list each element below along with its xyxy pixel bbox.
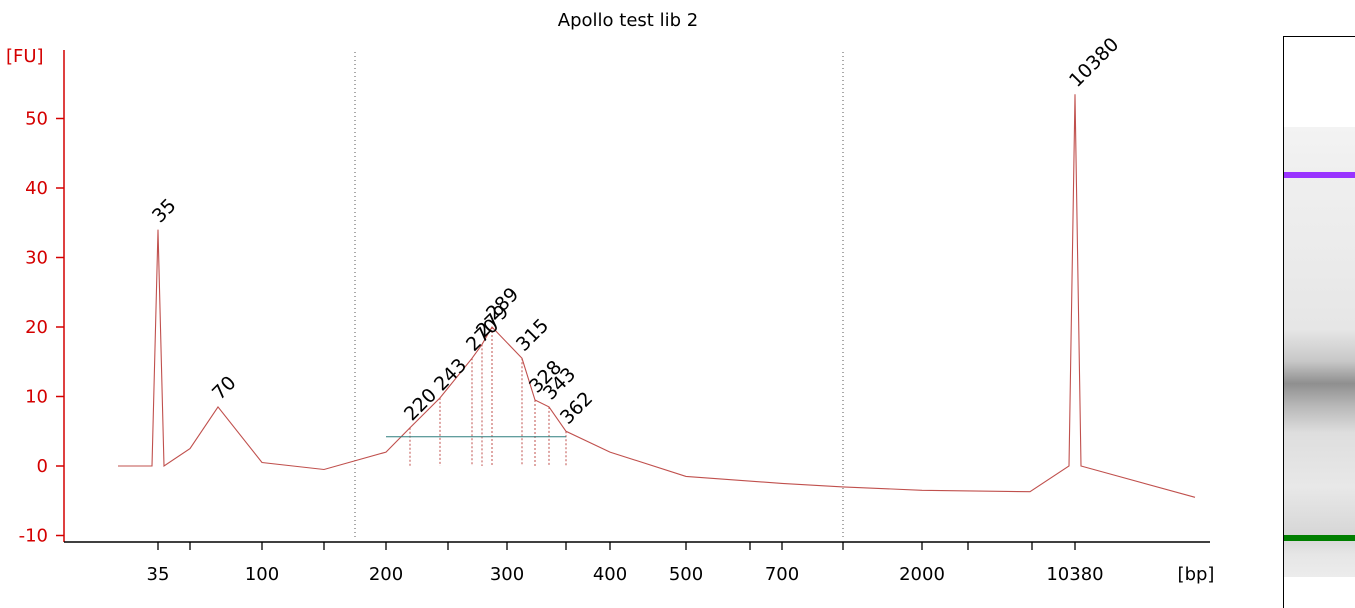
x-tick-label: 10380 bbox=[1046, 564, 1103, 585]
chart-title: Apollo test lib 2 bbox=[558, 10, 698, 31]
upper-marker-band bbox=[1284, 172, 1355, 178]
x-axis-label: [bp] bbox=[1178, 564, 1215, 585]
x-tick-label: 200 bbox=[369, 564, 403, 585]
x-tick-label: 35 bbox=[147, 564, 170, 585]
x-tick-label: 500 bbox=[669, 564, 703, 585]
electropherogram-chart: Apollo test lib 2 [FU] [bp] -10 0 10 20 30 40… bbox=[6, 10, 1215, 585]
y-tick-label: 0 bbox=[37, 456, 48, 477]
x-tick-label: 400 bbox=[593, 564, 627, 585]
x-tick-label: 700 bbox=[765, 564, 799, 585]
peak-label: 35 bbox=[148, 195, 181, 228]
y-tick-label: 50 bbox=[25, 109, 48, 130]
y-tick-label: 30 bbox=[25, 248, 48, 269]
peak-label: 220 bbox=[400, 384, 441, 425]
gel-lane bbox=[1284, 127, 1355, 577]
peak-label: 315 bbox=[512, 315, 553, 356]
y-tick-label: 40 bbox=[25, 178, 48, 199]
y-ticks: -10 0 10 20 30 40 50 bbox=[19, 109, 64, 547]
x-tick-label: 2000 bbox=[899, 564, 945, 585]
x-tick-label: 300 bbox=[490, 564, 524, 585]
y-axis-label: [FU] bbox=[6, 46, 44, 67]
peak-label: 243 bbox=[430, 354, 471, 395]
x-ticks: 35 100 200 300 400 500 700 2000 10380 bbox=[147, 542, 1104, 585]
gel-image bbox=[1283, 36, 1355, 608]
peak-region-lines bbox=[386, 327, 567, 466]
x-tick-label: 100 bbox=[245, 564, 279, 585]
lower-marker-band bbox=[1284, 535, 1355, 541]
trace-line bbox=[118, 94, 1196, 498]
peak-label: 10380 bbox=[1065, 33, 1123, 91]
y-tick-label: 20 bbox=[25, 317, 48, 338]
y-tick-label: -10 bbox=[19, 526, 48, 547]
y-tick-label: 10 bbox=[25, 387, 48, 408]
peak-label: 70 bbox=[208, 372, 241, 405]
